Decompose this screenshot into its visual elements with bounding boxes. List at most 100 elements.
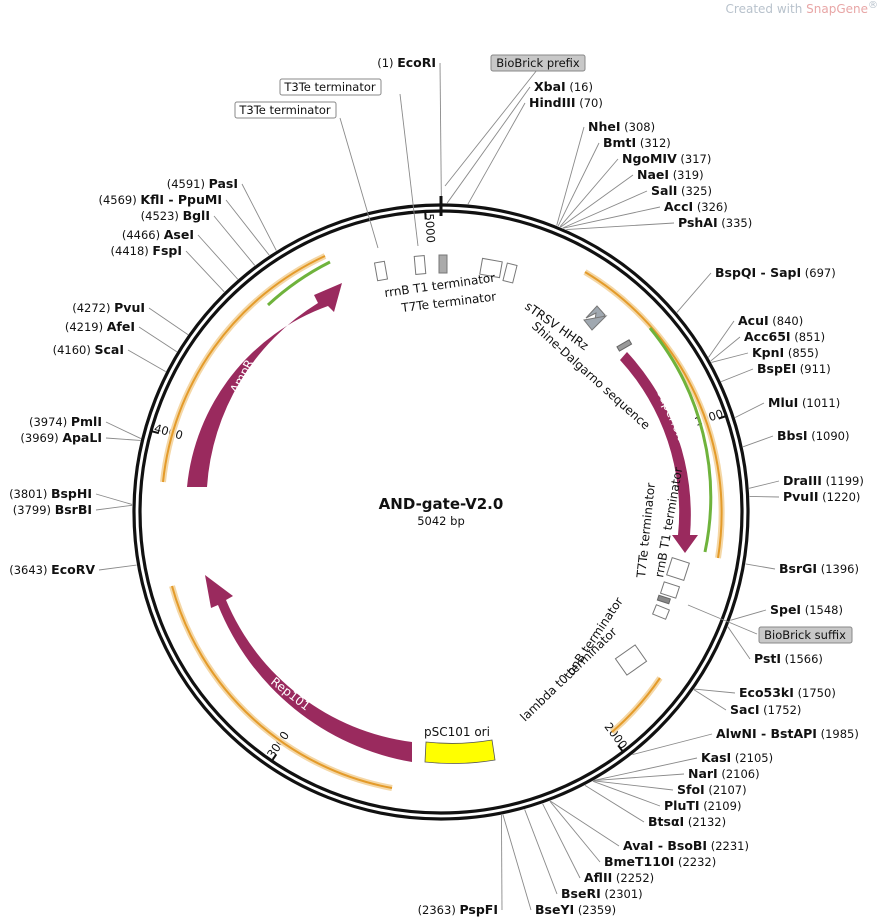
site-position: (317) xyxy=(680,152,711,166)
site-name: KpnI xyxy=(752,345,784,360)
site-name: PmlI xyxy=(71,414,102,429)
size-tick-3000 xyxy=(270,753,278,762)
site-label: (3801) BspHI xyxy=(9,486,92,501)
site-name: BspEI xyxy=(757,361,796,376)
size-tick-label: 5000 xyxy=(422,213,438,243)
site-leader xyxy=(676,272,712,313)
size-tick-2000 xyxy=(617,744,624,753)
primer-arc-right xyxy=(584,271,723,559)
restriction-site: PvuII (1220) xyxy=(749,489,860,504)
restriction-site: BmtI (312) xyxy=(557,135,671,227)
restriction-site: SpeI (1548) xyxy=(730,602,843,621)
strsv-hhrz-arrowhead xyxy=(583,315,608,331)
site-name: BsrBI xyxy=(55,502,92,517)
site-position: (1750) xyxy=(798,686,836,700)
site-name: ScaI xyxy=(95,342,125,357)
site-leader xyxy=(557,142,600,227)
snapgene-watermark: Created with SnapGene® xyxy=(726,0,878,16)
site-leader xyxy=(710,336,741,362)
site-label: (4219) AfeI xyxy=(65,319,135,334)
t3te-box-label-1 xyxy=(279,78,382,96)
site-position: (4418) xyxy=(111,244,149,258)
site-position: (1548) xyxy=(805,603,843,617)
site-name: EcoRV xyxy=(51,562,95,577)
label-rep101: Rep101 xyxy=(268,674,313,713)
restriction-site: Eco53kI (1750) xyxy=(694,685,836,700)
site-leader xyxy=(749,495,780,498)
restriction-site: KpnI (855) xyxy=(711,345,819,363)
site-label: AvaI - BsoBI (2231) xyxy=(623,838,749,853)
site-position: (2109) xyxy=(703,799,741,813)
site-name: NheI xyxy=(588,119,621,134)
site-position: (1985) xyxy=(821,727,859,741)
primer-arc-left xyxy=(162,255,326,483)
site-label: BsrGI (1396) xyxy=(779,561,859,576)
site-name: DraIII xyxy=(783,473,822,488)
site-name: KflI - PpuMI xyxy=(140,192,222,207)
site-name: AlwNI - BstAPI xyxy=(716,726,817,741)
site-leader xyxy=(213,215,256,266)
site-label: SalI (325) xyxy=(651,183,712,198)
site-leader xyxy=(500,815,503,911)
restriction-site: XbaI (16) xyxy=(446,79,593,204)
restriction-site: (4569) KflI - PpuMI xyxy=(99,192,270,256)
restriction-site: AvaI - BsoBI (2231) xyxy=(550,800,749,853)
restriction-site: NaeI (319) xyxy=(560,167,704,228)
site-leader xyxy=(730,609,767,621)
site-position: (840) xyxy=(772,314,803,328)
site-name: PasI xyxy=(209,176,238,191)
restriction-site: NgoMIV (317) xyxy=(559,151,711,228)
t7te-terminator-box-top xyxy=(502,262,518,284)
feature-ampr xyxy=(187,283,342,487)
site-position: (3969) xyxy=(20,431,58,445)
site-name: AfeI xyxy=(107,319,135,334)
site-leader xyxy=(95,493,133,505)
site-leader xyxy=(95,504,133,511)
site-position: (1199) xyxy=(826,474,864,488)
site-label: Eco53kI (1750) xyxy=(739,685,836,700)
biobrick-suffix-box xyxy=(656,594,671,605)
site-name: PvuI xyxy=(114,300,145,315)
site-label: (4418) FspI xyxy=(111,243,182,258)
site-leader xyxy=(734,402,765,418)
site-position: (319) xyxy=(673,168,704,182)
site-leader xyxy=(241,183,277,251)
site-name: BmeT110I xyxy=(604,854,674,869)
primer-arc-lowright xyxy=(611,677,661,733)
site-position: (312) xyxy=(640,136,671,150)
restriction-site: (4418) FspI xyxy=(111,243,225,293)
site-leader xyxy=(225,199,270,256)
site-position: (3643) xyxy=(9,563,47,577)
site-leader xyxy=(185,250,225,293)
site-leader xyxy=(693,689,727,711)
t3te-box-label-2 xyxy=(234,101,337,119)
site-name: ApaLI xyxy=(62,430,102,445)
site-name: AvaI - BsoBI xyxy=(623,838,707,853)
site-name: Acc65I xyxy=(744,329,791,344)
site-label: BbsI (1090) xyxy=(777,428,849,443)
site-leader xyxy=(745,563,776,570)
restriction-site: BseYI (2359) xyxy=(502,814,616,917)
site-position: (4591) xyxy=(167,177,205,191)
restriction-site: BsrGI (1396) xyxy=(745,561,859,576)
site-label: AccI (326) xyxy=(664,199,728,214)
site-name: NarI xyxy=(688,766,718,781)
site-label: (4569) KflI - PpuMI xyxy=(99,192,223,207)
watermark-reg: ® xyxy=(868,0,878,11)
site-position: (1752) xyxy=(763,703,801,717)
site-name: BspHI xyxy=(51,486,92,501)
t3te-label-1: T3Te terminator xyxy=(283,80,376,94)
site-leader xyxy=(559,158,619,228)
site-position: (855) xyxy=(788,346,819,360)
site-label: SfoI (2107) xyxy=(677,782,747,797)
restriction-site: (4272) PvuI xyxy=(72,300,189,336)
restriction-site: PstI (1566) xyxy=(727,626,823,666)
site-name: NaeI xyxy=(637,167,669,182)
site-position: (326) xyxy=(697,200,728,214)
site-label: (3643) EcoRV xyxy=(9,562,95,577)
site-name: SacI xyxy=(730,702,760,717)
restriction-site: SfoI (2107) xyxy=(593,780,747,797)
site-name: BseYI xyxy=(535,902,574,917)
small-features xyxy=(373,254,690,676)
